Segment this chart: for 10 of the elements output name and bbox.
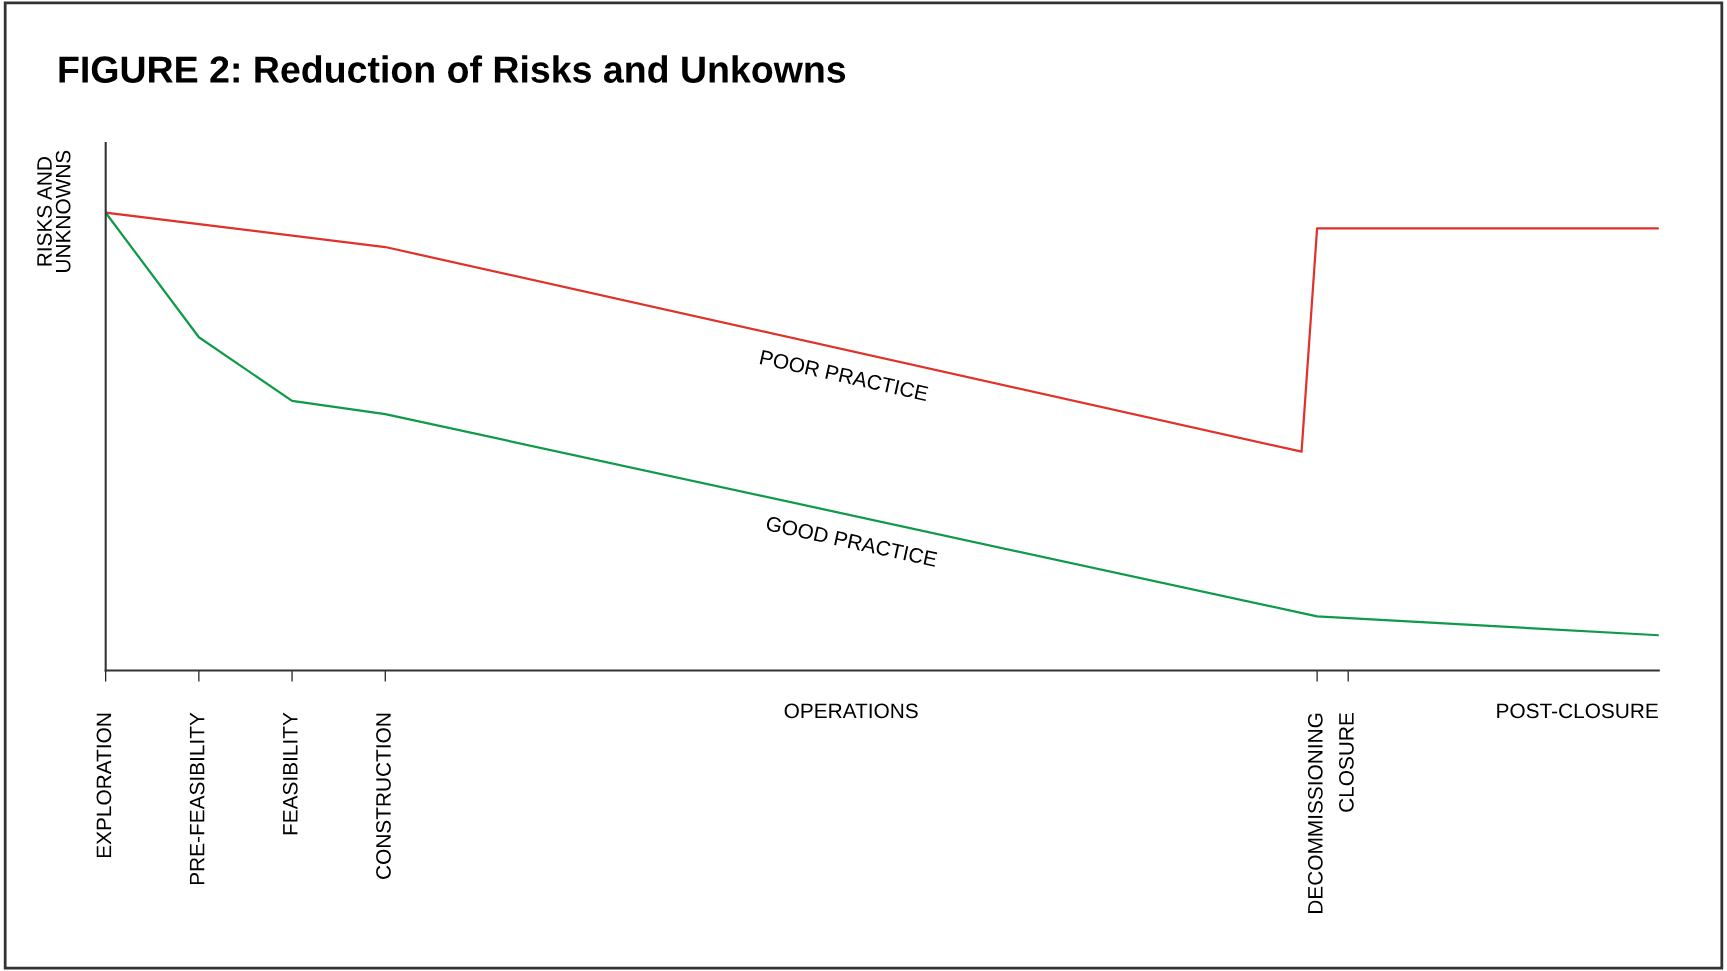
text: OPERATIONS [784, 703, 918, 719]
x-tick-label: CONSTRUCTION [376, 713, 391, 879]
x-tick-label: CLOSURE [1339, 713, 1354, 812]
x-tick-label: DECOMMISSIONING [1307, 713, 1323, 913]
text: POST-CLOSURE [1497, 703, 1658, 719]
x-tick-label: FEASIBILITY [282, 712, 298, 835]
x-tick-label: EXPLORATION [96, 713, 112, 858]
chart-title: FIGURE 2: Reduction of Risks and Unkowns [59, 55, 846, 83]
x-tick-label: PRE-FEASIBILITY [189, 712, 205, 885]
y-axis-title: RISKS AND UNKNOWNS [37, 150, 71, 272]
